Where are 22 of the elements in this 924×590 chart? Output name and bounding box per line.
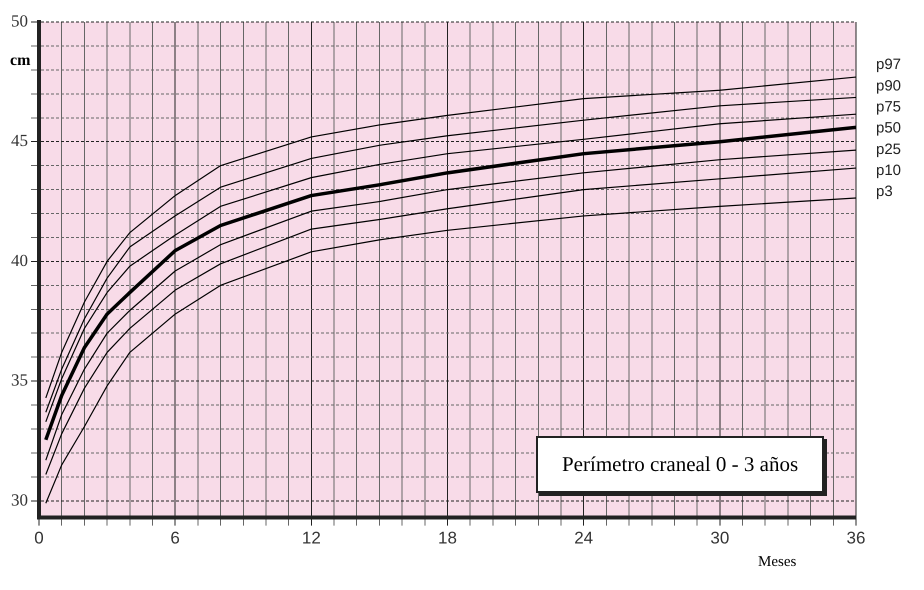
x-tick-label: 30 bbox=[710, 528, 730, 548]
series-label: p10 bbox=[876, 162, 902, 179]
series-label: p25 bbox=[876, 140, 902, 158]
y-axis-title: cm bbox=[10, 52, 30, 70]
series-label: p97 bbox=[876, 56, 902, 74]
x-tick-label: 6 bbox=[170, 528, 180, 548]
series-label: p3 bbox=[876, 183, 893, 200]
annotation: Perímetro craneal 0 - 3 años bbox=[536, 436, 824, 493]
x-tick-label: 24 bbox=[574, 528, 594, 548]
x-tick-label: 0 bbox=[34, 528, 44, 548]
y-tick-label: 40 bbox=[11, 250, 28, 270]
x-tick-label: 18 bbox=[438, 528, 457, 548]
series-label: p75 bbox=[876, 98, 902, 116]
y-tick-label: 50 bbox=[11, 11, 28, 30]
x-axis-title: Meses bbox=[758, 554, 796, 571]
y-tick-label: 35 bbox=[11, 370, 28, 390]
series-label: p50 bbox=[876, 120, 902, 137]
y-tick-label: 45 bbox=[11, 131, 28, 150]
series-label: p90 bbox=[876, 77, 902, 94]
x-tick-label: 12 bbox=[302, 528, 321, 548]
x-tick-label: 36 bbox=[846, 528, 866, 548]
y-tick-label: 30 bbox=[11, 490, 28, 510]
